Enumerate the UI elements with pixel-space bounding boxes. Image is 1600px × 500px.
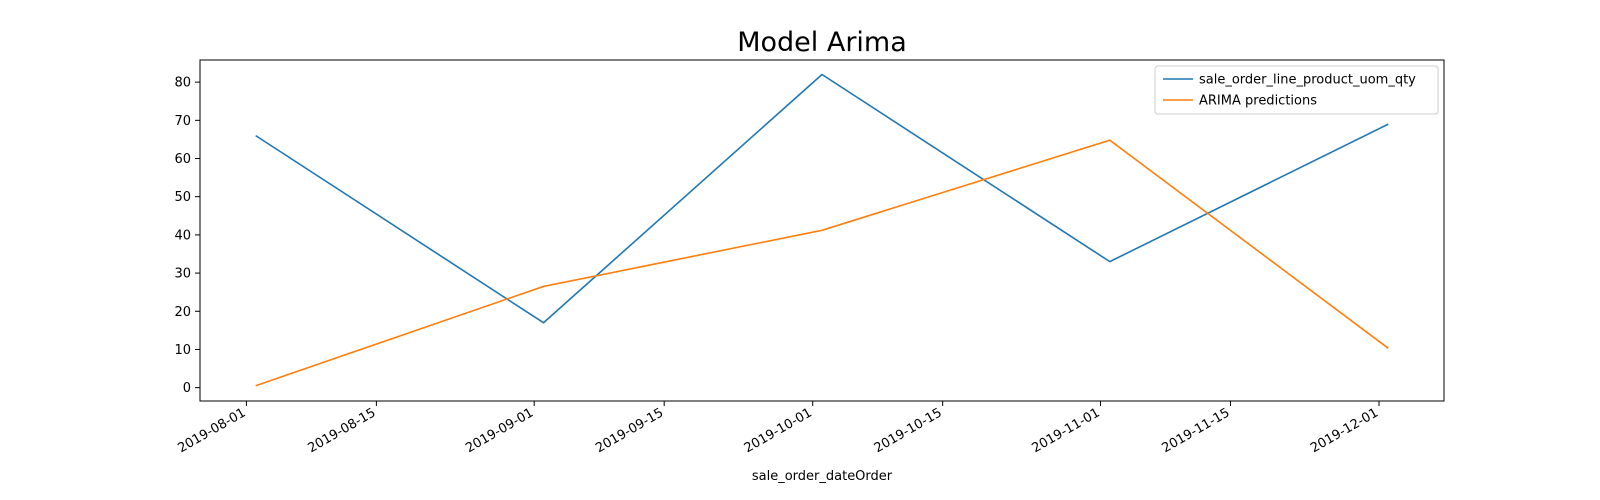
y-tick-label: 20 (174, 305, 191, 320)
legend-label-2: ARIMA predictions (1199, 94, 1317, 109)
x-tick-label: 2019-08-01 (175, 405, 248, 456)
y-tick-label: 60 (174, 152, 191, 167)
x-tick-label: 2019-10-15 (872, 405, 945, 456)
series-line-1 (255, 73, 1389, 324)
plot-area: 0 10 20 30 40 50 60 70 80 2019-08-01 2019-08-15 201… (174, 59, 1445, 456)
x-tick-label: 2019-12-01 (1308, 405, 1381, 456)
axes-frame (199, 59, 1445, 402)
legend-box (1154, 65, 1439, 115)
y-tick-label: 0 (183, 381, 191, 396)
x-tick-label: 2019-09-15 (593, 405, 666, 456)
x-tick-label: 2019-10-01 (742, 405, 815, 456)
y-tick-label: 40 (174, 228, 191, 243)
y-tick-label: 70 (174, 114, 191, 129)
x-axis-label: sale_order_dateOrder (752, 469, 893, 484)
x-tick-label: 2019-11-01 (1030, 405, 1103, 456)
y-tick-label: 10 (174, 343, 191, 358)
y-tick-label: 80 (174, 76, 191, 91)
legend-label-1: sale_order_line_product_uom_qty (1199, 73, 1416, 88)
y-tick-label: 30 (174, 267, 191, 282)
series-line-2 (255, 139, 1389, 387)
y-tick-label: 50 (174, 190, 191, 205)
x-tick-label: 2019-11-15 (1160, 405, 1233, 456)
x-tick-label: 2019-08-15 (305, 405, 378, 456)
chart-title: Model Arima (737, 27, 907, 58)
x-tick-label: 2019-09-01 (463, 405, 536, 456)
